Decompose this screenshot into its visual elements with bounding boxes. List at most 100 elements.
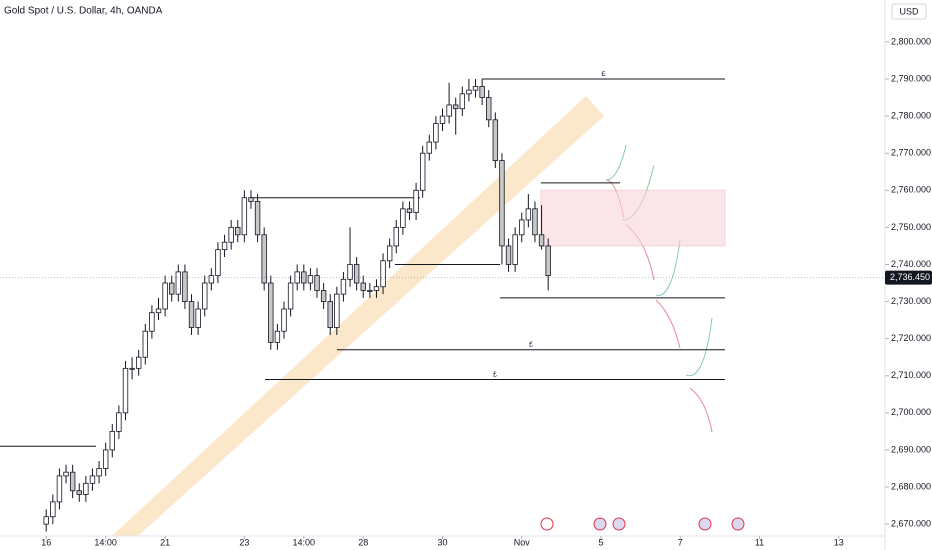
y-tick-label: 2,690.000: [891, 444, 931, 454]
candle-body: [109, 430, 115, 451]
candle-body: [248, 197, 254, 202]
x-tick-label: 14:00: [293, 537, 316, 547]
candle-body: [89, 475, 96, 484]
candle-body: [202, 282, 208, 310]
candle-body: [538, 234, 545, 247]
candle-body: [373, 286, 380, 291]
x-tick-label: 7: [678, 537, 683, 547]
candle-body: [281, 308, 287, 332]
candle-body: [393, 226, 399, 247]
candle-body: [353, 264, 360, 284]
chart-title: Gold Spot / U.S. Dollar, 4h, OANDA: [4, 6, 163, 17]
candle-body: [386, 245, 393, 262]
candle-body: [129, 367, 135, 370]
candle-body: [287, 282, 294, 310]
y-tick-label: 2,750.000: [891, 222, 931, 232]
level-label: £: [529, 342, 533, 349]
event-icon[interactable]: [612, 517, 626, 531]
candle-body: [453, 104, 459, 110]
candle-body: [320, 290, 327, 302]
candle-body: [486, 97, 492, 121]
last-price-tag: [885, 270, 932, 285]
candle-body: [512, 234, 518, 265]
last-price-label: 2,736.450: [890, 272, 930, 282]
candle-body: [135, 356, 142, 369]
candle-body: [505, 245, 512, 265]
candle-body: [241, 197, 248, 236]
candle-body: [96, 468, 102, 477]
candle-body: [545, 245, 551, 277]
candle-body: [459, 93, 466, 110]
x-tick-label: 28: [358, 537, 368, 547]
candle-body: [334, 293, 340, 328]
currency-label: USD: [899, 6, 919, 16]
x-tick-label: 23: [239, 537, 249, 547]
event-icon[interactable]: [540, 517, 554, 531]
y-tick-label: 2,720.000: [891, 333, 931, 343]
x-tick-label: 30: [437, 537, 447, 547]
x-tick-label: 21: [160, 537, 170, 547]
event-icon[interactable]: [731, 517, 745, 531]
event-icons: [540, 517, 745, 531]
candle-body: [307, 275, 314, 284]
x-tick-label: Nov: [514, 537, 531, 547]
x-tick-label: 16: [41, 537, 51, 547]
y-tick-label: 2,740.000: [891, 259, 931, 269]
candle-body: [221, 241, 228, 251]
candle-body: [50, 501, 56, 518]
candle-body: [360, 282, 366, 291]
candle-body: [228, 226, 234, 243]
candle-body: [525, 208, 532, 221]
candle-body: [69, 471, 76, 492]
y-tick-label: 2,790.000: [891, 73, 931, 83]
candle-body: [83, 482, 89, 495]
trend-channel: [112, 96, 604, 536]
level-label: £: [493, 371, 497, 378]
candle-body: [400, 208, 406, 228]
y-tick-label: 2,700.000: [891, 407, 931, 417]
candle-body: [102, 449, 109, 469]
candle-body: [188, 301, 195, 328]
x-tick-label: 5: [598, 537, 603, 547]
y-tick-label: 2,680.000: [891, 481, 931, 491]
candle-body: [43, 516, 49, 525]
candle-body: [340, 278, 347, 295]
candle-body: [492, 119, 499, 162]
candle-body: [195, 308, 201, 328]
candle-body: [268, 282, 274, 343]
x-tick-label: 14:00: [94, 537, 117, 547]
candle-body: [116, 412, 122, 432]
candle-body: [433, 123, 439, 143]
y-tick-label: 2,800.000: [891, 36, 931, 46]
candle-body: [155, 308, 162, 314]
event-icon[interactable]: [698, 517, 712, 531]
currency-button[interactable]: [891, 3, 927, 20]
candle-body: [149, 312, 155, 332]
candle-body: [76, 490, 82, 495]
y-tick-label: 2,770.000: [891, 148, 931, 158]
event-icon[interactable]: [593, 517, 607, 531]
x-tick-label: 11: [755, 537, 764, 547]
candle-body: [532, 208, 538, 236]
candle-body: [499, 160, 505, 247]
candle-body: [254, 201, 261, 236]
candle-body: [406, 208, 413, 213]
x-tick-label: 13: [834, 537, 844, 547]
candle-body: [472, 86, 479, 91]
candle-body: [142, 330, 148, 358]
candle-body: [426, 141, 432, 154]
candle-body: [380, 260, 386, 288]
candle-body: [122, 367, 129, 414]
candle-body: [439, 115, 446, 124]
y-tick-label: 2,780.000: [891, 110, 931, 120]
candle-body: [314, 275, 320, 291]
candle-body: [169, 282, 175, 295]
y-tick-label: 2,760.000: [891, 185, 931, 195]
candle-body: [162, 282, 168, 310]
candle-body: [63, 471, 69, 477]
candle-body: [413, 189, 419, 213]
y-tick-label: 2,730.000: [891, 296, 931, 306]
y-tick-label: 2,670.000: [891, 519, 931, 529]
